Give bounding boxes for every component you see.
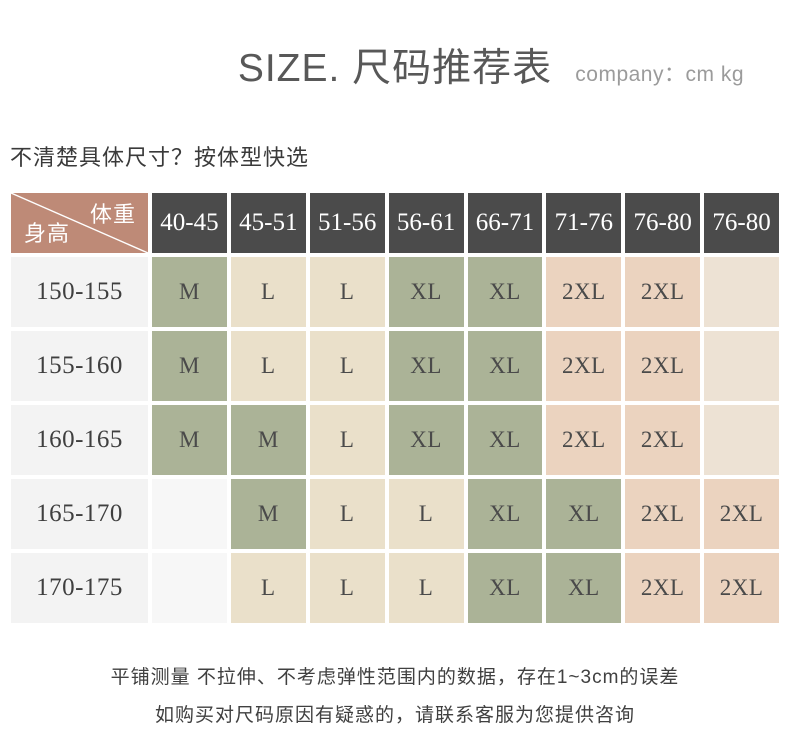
size-cell: L (230, 257, 306, 327)
size-cell (704, 405, 779, 475)
size-cell: 2XL (704, 553, 779, 623)
size-cell: XL (467, 257, 543, 327)
footnote-line2: 如购买对尺码原因有疑惑的，请联系客服为您提供咨询 (154, 705, 635, 726)
footnote: 平铺测量 不拉伸、不考虑弹性范围内的数据，存在1~3cm的误差 如购买对尺码原因… (0, 659, 790, 735)
size-cell: 2XL (625, 257, 701, 327)
size-cell: M (230, 405, 306, 475)
size-cell: 2XL (625, 405, 701, 475)
size-cell (704, 331, 779, 401)
size-cell: L (388, 479, 464, 549)
size-cell: XL (546, 553, 622, 623)
size-cell: L (388, 553, 464, 623)
size-cell: L (309, 257, 385, 327)
size-cell: M (230, 479, 306, 549)
page-title: SIZE. 尺码推荐表 (237, 47, 553, 90)
size-cell: XL (388, 331, 464, 401)
size-cell: L (309, 479, 385, 549)
unit-label: company：cm kg (575, 63, 744, 86)
size-cell: L (309, 405, 385, 475)
corner-weight-label: 体重 (89, 202, 136, 227)
weight-header-cell: 66-71 (467, 193, 543, 253)
size-cell: XL (546, 479, 622, 549)
size-cell: 2XL (546, 257, 622, 327)
size-cell: XL (467, 331, 543, 401)
weight-header-cell: 56-61 (388, 193, 464, 253)
height-row-label: 155-160 (11, 331, 148, 401)
size-cell: XL (388, 257, 464, 327)
subtitle: 不清楚具体尺寸？按体型快选 (10, 145, 310, 170)
size-cell: L (230, 331, 306, 401)
page-header: SIZE. 尺码推荐表 company：cm kg (0, 44, 790, 94)
diagonal-line-icon (11, 193, 148, 253)
size-cell (704, 257, 779, 327)
weight-header-cell: 76-80 (704, 193, 779, 253)
size-cell: XL (467, 405, 543, 475)
height-row-label: 165-170 (11, 479, 148, 549)
size-cell (152, 553, 227, 623)
size-table: 体重 身高 40-45 45-51 51-56 56-61 66-71 71-76 76-8… (11, 193, 779, 623)
height-row-label: 170-175 (11, 553, 148, 623)
size-cell: L (309, 553, 385, 623)
size-cell: XL (467, 479, 543, 549)
weight-header-cell: 40-45 (152, 193, 227, 253)
size-cell: XL (388, 405, 464, 475)
table-corner-cell: 体重 身高 (11, 193, 148, 253)
height-row-label: 160-165 (11, 405, 148, 475)
size-cell: 2XL (546, 331, 622, 401)
footnote-line1: 平铺测量 不拉伸、不考虑弹性范围内的数据，存在1~3cm的误差 (110, 667, 680, 688)
size-cell: 2XL (625, 553, 701, 623)
weight-header-cell: 51-56 (309, 193, 385, 253)
size-chart-page: SIZE. 尺码推荐表 company：cm kg 不清楚具体尺寸？按体型快选 … (0, 44, 790, 749)
size-cell: 2XL (546, 405, 622, 475)
corner-height-label: 身高 (24, 221, 71, 246)
weight-header-cell: 71-76 (546, 193, 622, 253)
size-cell: 2XL (625, 479, 701, 549)
size-cell: M (152, 257, 227, 327)
size-cell: 2XL (704, 479, 779, 549)
size-cell: L (230, 553, 306, 623)
weight-header-cell: 45-51 (230, 193, 306, 253)
size-cell (152, 479, 227, 549)
size-cell: M (152, 405, 227, 475)
height-row-label: 150-155 (11, 257, 148, 327)
size-cell: L (309, 331, 385, 401)
size-cell: XL (467, 553, 543, 623)
size-cell: M (152, 331, 227, 401)
size-cell: 2XL (625, 331, 701, 401)
weight-header-cell: 76-80 (625, 193, 701, 253)
